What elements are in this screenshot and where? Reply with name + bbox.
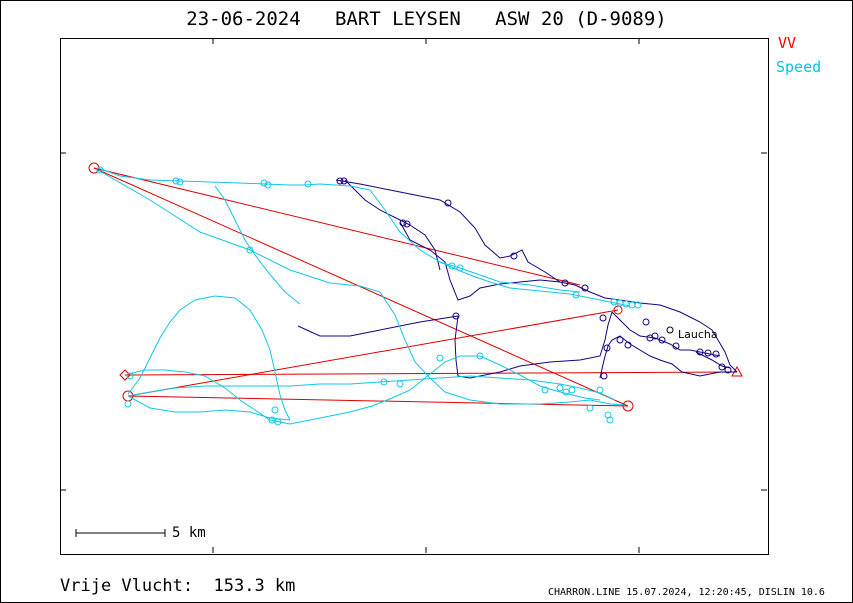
track-segment	[127, 295, 291, 421]
distance-summary: Vrije Vlucht: 153.3 km	[60, 576, 296, 596]
thermal-loop	[624, 341, 632, 349]
track-segment	[369, 189, 631, 307]
thermal-loop	[616, 299, 624, 307]
thermal-loop	[403, 220, 411, 228]
thermal-loop	[568, 386, 576, 394]
track-segment	[611, 311, 721, 357]
map-frame	[60, 38, 769, 555]
track-segment	[127, 375, 616, 401]
thermal-loop	[380, 378, 388, 386]
thermal-loop	[586, 404, 594, 412]
vario-track	[297, 179, 738, 379]
scale-bar	[75, 529, 166, 537]
thermal-loop	[596, 386, 604, 394]
thermal-loop	[246, 246, 254, 254]
thermal-loop	[172, 177, 180, 185]
software-credit: CHARRON.LINE 15.07.2024, 12:20:45, DISLI…	[548, 587, 825, 598]
track-segment	[97, 169, 626, 406]
thermal-loop	[634, 301, 642, 309]
legend-speed: Speed	[776, 58, 822, 76]
thermal-loop	[556, 384, 564, 392]
task-leg	[127, 309, 619, 397]
thermal-loop	[510, 252, 518, 260]
thermal-loop	[476, 352, 484, 360]
track-segment	[127, 355, 601, 425]
task-leg	[93, 167, 629, 407]
track-segment	[399, 221, 561, 301]
turnpoint-marker	[622, 400, 634, 412]
thermal-loop	[628, 301, 636, 309]
thermal-loop	[616, 336, 624, 344]
thermal-loop	[658, 336, 666, 344]
thermal-loop	[396, 380, 404, 388]
task-leg	[127, 395, 629, 407]
thermal-loop	[606, 416, 614, 424]
thermal-loop	[448, 262, 456, 270]
thermal-loop	[561, 279, 569, 287]
thermal-loop	[268, 416, 276, 424]
vario-thermals	[336, 177, 732, 380]
thermal-loop	[304, 180, 312, 188]
thermal-loop	[444, 199, 452, 207]
track-segment	[344, 179, 441, 271]
thermal-loop	[672, 342, 680, 350]
thermal-loop	[96, 166, 104, 174]
thermal-loop	[126, 372, 134, 380]
thermal-loop	[452, 312, 460, 320]
track-segment	[127, 395, 291, 421]
legend-vv: VV	[778, 34, 797, 52]
thermal-loop	[124, 400, 132, 408]
thermal-loop	[603, 344, 611, 352]
thermal-loop	[456, 264, 464, 272]
thermal-loop	[724, 366, 732, 374]
thermal-loop	[696, 348, 704, 356]
track-segment	[297, 315, 459, 337]
track-segment	[439, 261, 581, 293]
thermal-loop	[600, 372, 608, 380]
task-leg	[93, 167, 581, 286]
thermal-loop	[581, 284, 589, 292]
thermal-loop	[399, 219, 407, 227]
thermal-loop	[704, 349, 712, 357]
turnpoint-marker	[613, 305, 623, 315]
thermal-loop	[651, 332, 659, 340]
scale-label: 5 km	[172, 525, 206, 541]
task-lines	[93, 167, 738, 407]
thermal-loop	[340, 177, 348, 185]
place-marker	[666, 326, 674, 334]
track-segment	[214, 185, 301, 305]
thermal-loop	[271, 406, 279, 414]
thermal-loop	[176, 178, 184, 186]
track-segment	[454, 311, 613, 379]
place-label: Laucha	[678, 328, 718, 341]
track-segment	[97, 167, 371, 191]
thermal-loop	[599, 314, 607, 322]
thermal-loop	[436, 354, 444, 362]
thermal-loop	[541, 386, 549, 394]
thermal-loop	[622, 300, 630, 308]
thermal-loop	[712, 350, 720, 358]
page-title: 23-06-2024 BART LEYSEN ASW 20 (D-9089)	[186, 8, 667, 30]
thermal-loop	[572, 291, 580, 299]
thermal-loop	[264, 181, 272, 189]
thermal-loop	[336, 177, 344, 185]
speed-track	[97, 167, 631, 425]
speed-thermals	[96, 166, 642, 426]
thermal-loop	[642, 318, 650, 326]
thermal-loop	[562, 388, 570, 396]
thermal-loop	[260, 179, 268, 187]
frame-ticks	[60, 38, 767, 553]
thermal-loop	[274, 418, 282, 426]
thermal-loop	[718, 363, 726, 371]
